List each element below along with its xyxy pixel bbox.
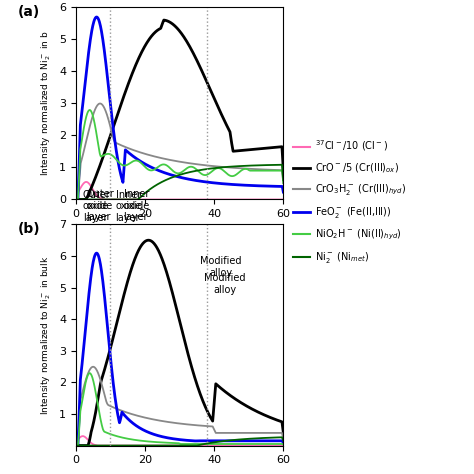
Text: Outer
oxide
layer: Outer oxide layer: [86, 189, 114, 222]
Text: Modified
alloy: Modified alloy: [201, 256, 242, 277]
Y-axis label: Intensity normalized to Ni$_2^-$ in bulk: Intensity normalized to Ni$_2^-$ in bulk: [40, 255, 54, 415]
Text: (b): (b): [18, 222, 40, 236]
X-axis label: Sputtering time (s): Sputtering time (s): [120, 225, 239, 235]
Y-axis label: Intensity normalized to Ni$_2^-$ in b: Intensity normalized to Ni$_2^-$ in b: [40, 31, 54, 176]
Text: Inner
oxide
layer: Inner oxide layer: [124, 189, 150, 222]
Text: Outer
oxide
layer: Outer oxide layer: [83, 190, 110, 223]
Text: Inner
oxide
layer: Inner oxide layer: [116, 190, 142, 223]
Text: (a): (a): [18, 5, 40, 19]
Legend: $^{37}$Cl$^-$/10 (Cl$^-$), CrO$^-$/5 (Cr(III)$_{ox}$), CrO$_3$H$_2^-$ (Cr(III)$_: $^{37}$Cl$^-$/10 (Cl$^-$), CrO$^-$/5 (Cr…: [289, 135, 410, 269]
Text: Modified
alloy: Modified alloy: [204, 273, 246, 294]
